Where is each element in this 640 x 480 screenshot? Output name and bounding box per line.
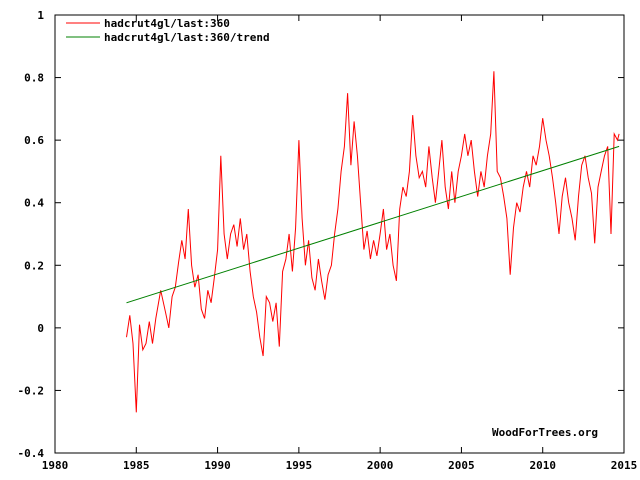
y-tick-label: 0.4 [24, 197, 44, 210]
y-tick-label: -0.2 [18, 384, 45, 397]
x-tick-label: 2010 [529, 459, 556, 472]
watermark: WoodForTrees.org [492, 426, 598, 439]
axis-ticks: 1980 1985 1990 1995 2000 2005 2010 2015 -0.4 -0.2… [18, 9, 638, 472]
legend-label-series-2: hadcrut4gl/last:360/trend [104, 31, 270, 44]
y-tick-label: 0 [37, 322, 44, 335]
x-tick-label: 1980 [42, 459, 69, 472]
legend-label-series-1: hadcrut4gl/last:360 [104, 17, 230, 30]
y-tick-label: -0.4 [18, 447, 45, 460]
legend: hadcrut4gl/last:360 hadcrut4gl/last:360/… [66, 17, 270, 44]
x-tick-label: 1995 [286, 459, 313, 472]
y-tick-label: 0.6 [24, 134, 44, 147]
x-tick-label: 2015 [611, 459, 638, 472]
x-tick-label: 1990 [204, 459, 231, 472]
x-tick-label: 1985 [123, 459, 150, 472]
series-layer [126, 71, 620, 413]
plot-frame [54, 14, 625, 454]
x-tick-label: 2005 [448, 459, 475, 472]
x-tick-label: 2000 [367, 459, 394, 472]
y-tick-label: 0.8 [24, 72, 44, 85]
y-tick-label: 1 [37, 9, 44, 22]
y-tick-label: 0.2 [24, 259, 44, 272]
series-line-1 [126, 71, 620, 413]
series-line-2 [126, 145, 620, 304]
